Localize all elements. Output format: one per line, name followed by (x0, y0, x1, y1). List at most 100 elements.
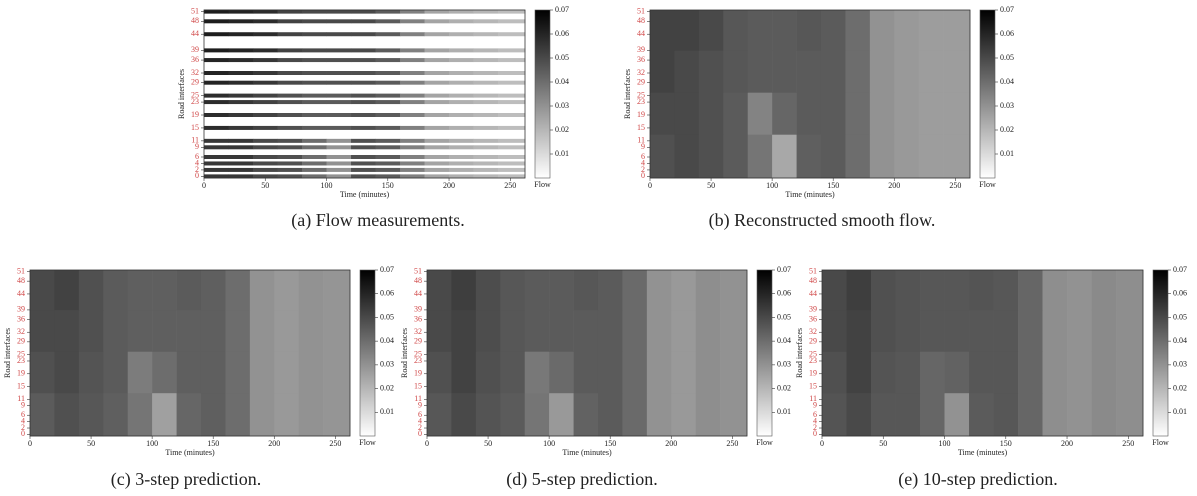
heat-cell (253, 100, 278, 105)
heat-cell (176, 392, 202, 437)
heat-cell (473, 125, 499, 130)
heat-cell (1018, 270, 1043, 311)
heat-cell (449, 174, 474, 179)
colorbar-tick-label: 0.05 (1000, 53, 1014, 62)
x-tick-label: 150 (827, 181, 839, 190)
heat-cell (451, 309, 477, 352)
x-axis-label: Time (minutes) (165, 448, 215, 457)
x-axis-label: Time (minutes) (958, 448, 1008, 457)
heat-cell (400, 9, 425, 14)
colorbar-tick-label: 0.02 (380, 383, 394, 392)
heat-cell (228, 155, 254, 159)
heat-cell (424, 32, 450, 37)
heat-cell (500, 392, 526, 437)
heat-cell (772, 10, 797, 51)
heat-cell (176, 351, 202, 394)
heat-cell (274, 392, 300, 437)
heat-cell (302, 138, 327, 143)
heat-cell (424, 71, 450, 75)
heat-cell (351, 174, 376, 179)
heat-cell (747, 92, 773, 135)
heat-cell (302, 93, 327, 98)
x-axis-label: Time (minutes) (785, 190, 835, 199)
heat-cell (424, 80, 450, 85)
heat-cell (302, 48, 327, 53)
x-tick-label: 250 (1122, 439, 1134, 448)
heat-cell (646, 309, 672, 352)
heat-cell (720, 392, 748, 437)
heat-cell (698, 92, 724, 135)
heat-cell (427, 351, 452, 394)
y-tick-label: 29 (809, 337, 817, 346)
heat-cell (772, 50, 797, 93)
heat-cell (573, 351, 599, 394)
colorbar-tick-label: 0.03 (1000, 101, 1014, 110)
heat-cell (475, 270, 501, 311)
colorbar-tick-label: 0.02 (777, 383, 791, 392)
y-tick-label: 32 (414, 327, 422, 336)
heat-cell (228, 125, 254, 130)
heat-cell (674, 50, 700, 93)
heat-cell (871, 351, 896, 394)
heat-cell (918, 10, 944, 51)
heat-cell (498, 71, 526, 75)
heat-cell (351, 93, 376, 98)
y-tick-label: 6 (418, 410, 422, 419)
colorbar-tick-label: 0.04 (1000, 77, 1014, 86)
x-tick-label: 50 (87, 439, 95, 448)
heat-cell (1091, 392, 1117, 437)
heat-cell (351, 155, 376, 159)
y-tick-label: 44 (809, 289, 817, 298)
heat-cell (871, 392, 896, 437)
heat-cell (1042, 351, 1068, 394)
heat-cell (326, 145, 352, 150)
heat-cell (671, 351, 697, 394)
heat-cell (302, 58, 327, 63)
heat-cell (549, 309, 574, 352)
heat-cell (78, 270, 104, 311)
heat-cell (650, 10, 675, 51)
heat-cell (277, 19, 303, 24)
heat-cell (326, 93, 352, 98)
heat-cell (375, 93, 401, 98)
heat-cell (498, 113, 526, 117)
heat-cell (820, 134, 846, 179)
heat-cell (176, 270, 202, 311)
heat-cell (424, 155, 450, 159)
heat-cell (375, 58, 401, 63)
heat-cell (228, 113, 254, 117)
y-tick-label: 15 (191, 123, 199, 132)
heat-cell (204, 145, 229, 150)
heat-cell (969, 270, 994, 311)
heat-cell (253, 155, 278, 159)
heat-cell (204, 71, 229, 75)
heat-cell (549, 270, 574, 311)
y-tick-label: 15 (414, 381, 422, 390)
y-tick-label: 11 (17, 394, 25, 403)
heat-cell (943, 92, 971, 135)
heat-cell (228, 9, 254, 14)
heat-cell (772, 92, 797, 135)
heat-cell (253, 58, 278, 63)
heat-cell (473, 93, 499, 98)
heat-cell (30, 309, 55, 352)
heat-cell (1116, 270, 1144, 311)
heat-cell (326, 71, 352, 75)
heat-cell (326, 113, 352, 117)
heat-cell (473, 174, 499, 179)
heat-cell (451, 270, 477, 311)
caption: (a) Flow measurements. (291, 210, 464, 231)
colorbar-tick-label: 0.03 (380, 360, 394, 369)
x-tick-label: 250 (949, 181, 961, 190)
heat-cell (277, 93, 303, 98)
heat-cell (449, 58, 474, 63)
heat-cell (846, 351, 872, 394)
heat-cell (424, 125, 450, 130)
heat-cell (845, 92, 871, 135)
heat-cell (449, 9, 474, 14)
colorbar-tick-label: 0.04 (555, 77, 569, 86)
heat-cell (225, 309, 251, 352)
heat-cell (253, 32, 278, 37)
heat-cell (253, 167, 278, 172)
heat-cell (869, 92, 895, 135)
